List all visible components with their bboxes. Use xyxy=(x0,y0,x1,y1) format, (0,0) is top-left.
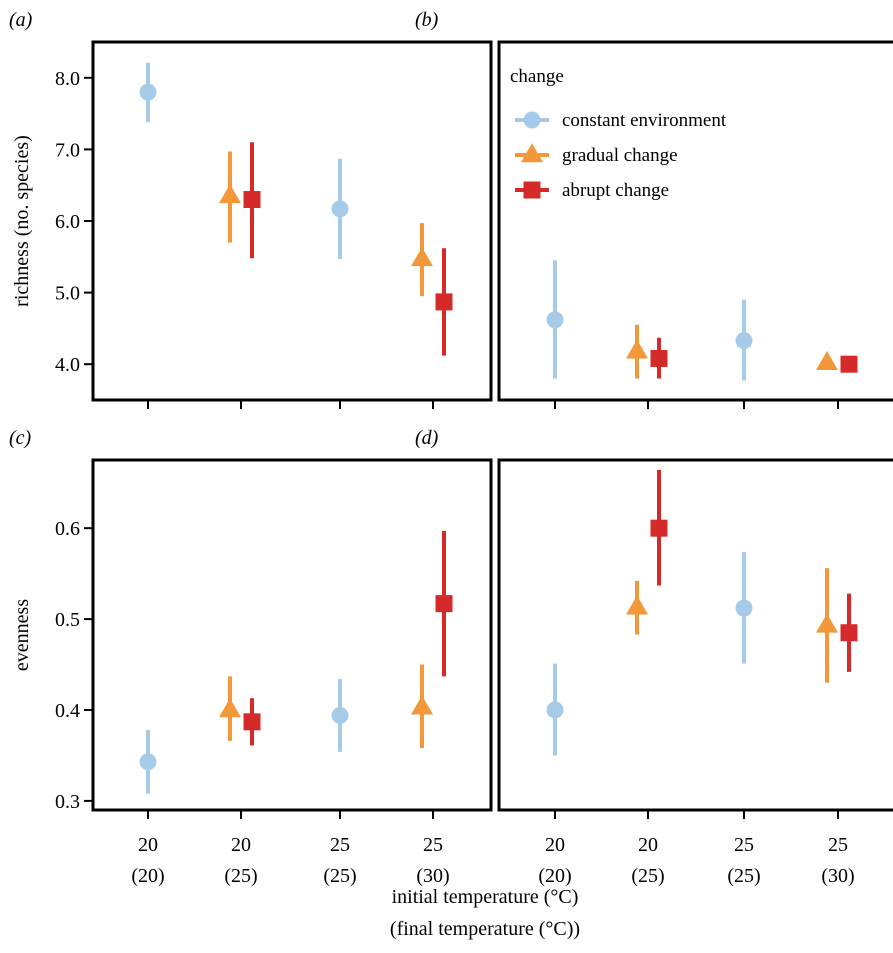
x-axis-left: 20 (20) 20 (25) 25 (25) 25 (30) xyxy=(131,400,450,887)
legend-title: change xyxy=(510,66,564,87)
data-point xyxy=(243,191,261,209)
data-point xyxy=(650,519,668,537)
x-tick-label-final: (25) xyxy=(323,865,356,887)
x-tick-label-final: (25) xyxy=(224,865,257,887)
legend-entry-label: constant environment xyxy=(562,110,727,131)
y-tick-label: 5.0 xyxy=(55,283,80,305)
legend-marker-square xyxy=(523,181,541,199)
x-axis-title-line1: initial temperature (°C) xyxy=(392,886,579,908)
legend-entry-label: abrupt change xyxy=(562,180,669,201)
y-tick-label: 0.4 xyxy=(55,700,80,722)
x-axis-right: 20 (20) 20 (25) 25 (25) 25 (30) xyxy=(538,400,855,887)
x-tick-label-initial: 25 xyxy=(828,834,848,856)
legend: change constant environment gradual change… xyxy=(510,66,727,201)
data-point xyxy=(243,713,261,731)
data-point xyxy=(546,701,564,719)
x-tick-label-initial: 20 xyxy=(638,834,658,856)
panel-label: (b) xyxy=(415,9,439,31)
panel-d: (d) xyxy=(415,427,893,812)
x-tick-label-initial: 20 xyxy=(231,834,251,856)
x-tick-label-final: (30) xyxy=(821,865,854,887)
panel-label: (c) xyxy=(9,427,32,449)
data-point xyxy=(546,311,564,329)
data-point xyxy=(816,350,838,370)
x-tick-label-initial: 25 xyxy=(734,834,754,856)
data-point xyxy=(735,332,753,350)
legend-marker-triangle xyxy=(521,143,543,163)
x-tick-label-initial: 20 xyxy=(545,834,565,856)
x-tick-label-initial: 20 xyxy=(138,834,158,856)
data-point xyxy=(139,753,157,771)
data-point xyxy=(219,184,241,204)
data-point xyxy=(650,349,668,367)
panel-frame xyxy=(497,40,893,402)
data-point xyxy=(840,624,858,642)
data-point xyxy=(219,698,241,718)
y-tick-label: 8.0 xyxy=(55,68,80,90)
panel-c: (c) xyxy=(9,427,493,812)
y-tick-label: 7.0 xyxy=(55,139,80,161)
panel-frame xyxy=(91,458,493,812)
x-tick-label-final: (25) xyxy=(631,865,664,887)
y-tick-label: 0.6 xyxy=(55,518,80,540)
data-point xyxy=(626,339,648,359)
data-point xyxy=(735,599,753,617)
data-point xyxy=(331,200,349,218)
y-axis-richness: 4.0 5.0 6.0 7.0 8.0 richness (no. species) xyxy=(11,68,93,376)
data-point xyxy=(626,595,648,615)
x-tick-label-final: (25) xyxy=(727,865,760,887)
data-point xyxy=(840,355,858,373)
panel-a: (a) xyxy=(9,9,493,402)
y-tick-label: 6.0 xyxy=(55,211,80,233)
data-point xyxy=(816,613,838,633)
data-point xyxy=(435,595,453,613)
data-point xyxy=(435,293,453,311)
x-tick-label-initial: 25 xyxy=(423,834,443,856)
panel-b: (b) xyxy=(415,9,893,402)
panel-frame xyxy=(497,458,893,812)
y-axis-title: evenness xyxy=(11,599,33,671)
y-tick-label: 0.3 xyxy=(55,791,80,813)
data-point xyxy=(411,247,433,267)
panel-label: (a) xyxy=(9,9,33,31)
panel-label: (d) xyxy=(415,427,439,449)
x-axis-title-line2: (final temperature (°C)) xyxy=(390,918,580,940)
x-tick-label-initial: 25 xyxy=(330,834,350,856)
x-tick-label-final: (20) xyxy=(131,865,164,887)
legend-entry-label: gradual change xyxy=(562,145,678,166)
y-axis-title: richness (no. species) xyxy=(11,135,33,307)
y-axis-evenness: 0.3 0.4 0.5 0.6 evenness xyxy=(11,518,93,813)
data-point xyxy=(411,695,433,715)
x-tick-label-final: (20) xyxy=(538,865,571,887)
y-tick-label: 0.5 xyxy=(55,609,80,631)
data-point xyxy=(139,83,157,101)
y-tick-label: 4.0 xyxy=(55,354,80,376)
data-point xyxy=(331,706,349,724)
x-tick-label-final: (30) xyxy=(416,865,449,887)
legend-marker-circle xyxy=(523,111,541,129)
